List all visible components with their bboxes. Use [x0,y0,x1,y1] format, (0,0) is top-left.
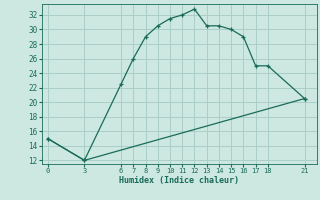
X-axis label: Humidex (Indice chaleur): Humidex (Indice chaleur) [119,176,239,185]
